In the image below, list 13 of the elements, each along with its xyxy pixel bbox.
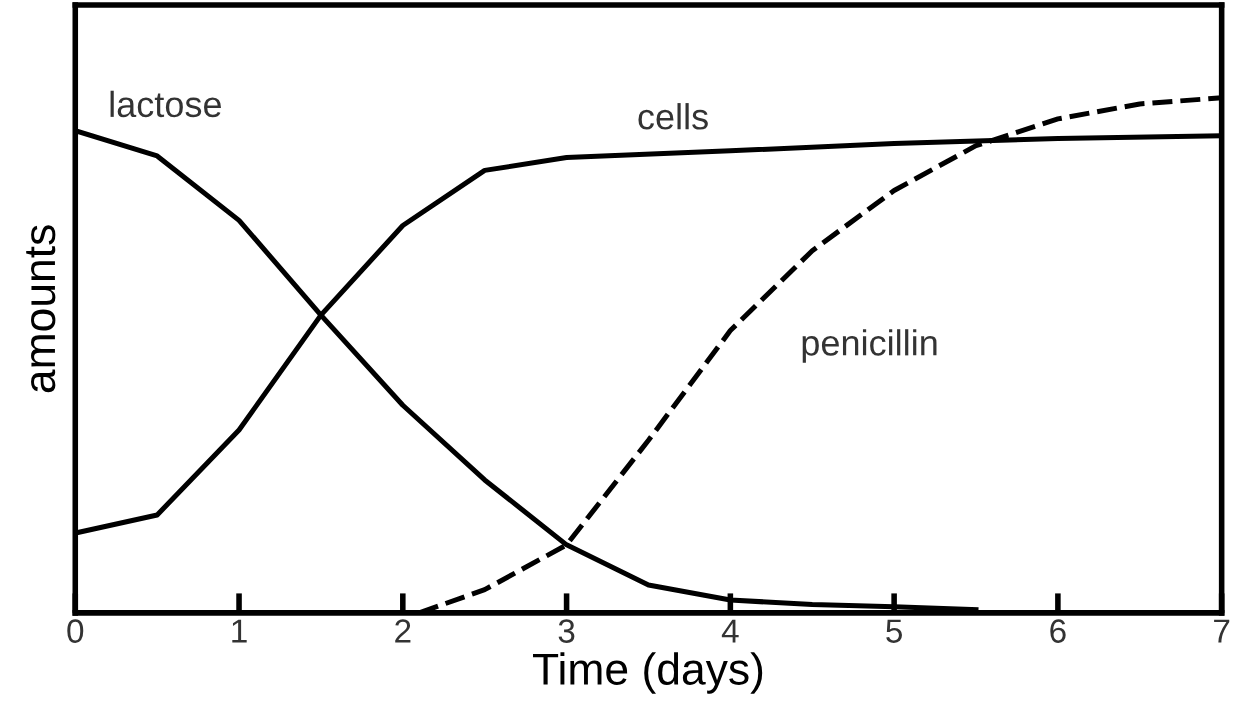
x-axis-title: Time (days) — [533, 652, 763, 694]
x-tick-label: 1 — [232, 619, 247, 643]
series-label: penicillin — [802, 329, 937, 363]
series-label: cells — [638, 103, 708, 130]
x-tick-label: 7 — [1214, 619, 1230, 643]
x-tick-label: 0 — [67, 619, 84, 643]
y-axis-title: amounts — [26, 225, 56, 393]
x-tick-label: 5 — [886, 619, 902, 643]
x-tick-label: 6 — [1050, 619, 1066, 643]
series-label: lactose — [110, 90, 221, 118]
x-tick-label: 2 — [395, 619, 411, 643]
x-tick-label: 4 — [721, 619, 739, 643]
x-tick-label: 3 — [558, 619, 575, 643]
